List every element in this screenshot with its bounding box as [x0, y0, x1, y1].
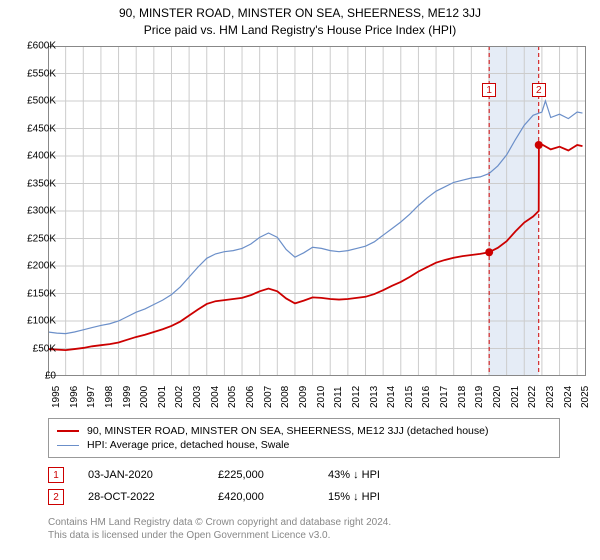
x-axis-label: 1996	[69, 386, 80, 408]
x-axis-label: 2021	[510, 386, 521, 408]
legend-row: 90, MINSTER ROAD, MINSTER ON SEA, SHEERN…	[57, 424, 551, 438]
x-axis-label: 1998	[104, 386, 115, 408]
legend-swatch	[57, 445, 79, 446]
footer-line-2: This data is licensed under the Open Gov…	[48, 529, 391, 542]
x-axis-label: 2006	[245, 386, 256, 408]
sale-price: £225,000	[218, 469, 328, 481]
x-axis-label: 1997	[86, 386, 97, 408]
x-axis-label: 2018	[457, 386, 468, 408]
x-axis-label: 2003	[192, 386, 203, 408]
sale-price: £420,000	[218, 491, 328, 503]
legend-label: HPI: Average price, detached house, Swal…	[87, 439, 289, 451]
chart-container: 90, MINSTER ROAD, MINSTER ON SEA, SHEERN…	[0, 0, 600, 560]
x-axis-label: 2022	[527, 386, 538, 408]
y-axis-label: £0	[8, 371, 56, 382]
x-axis-label: 2023	[545, 386, 556, 408]
x-axis-label: 2013	[369, 386, 380, 408]
sale-date: 28-OCT-2022	[88, 491, 218, 503]
y-axis-label: £550K	[8, 68, 56, 79]
y-axis-label: £600K	[8, 41, 56, 52]
x-axis-label: 2019	[474, 386, 485, 408]
y-axis-label: £50K	[8, 343, 56, 354]
x-axis-label: 2024	[563, 386, 574, 408]
y-axis-label: £250K	[8, 233, 56, 244]
x-axis-label: 2012	[351, 386, 362, 408]
x-axis-label: 2011	[333, 386, 344, 408]
footer-line-1: Contains HM Land Registry data © Crown c…	[48, 516, 391, 529]
x-axis-label: 2015	[404, 386, 415, 408]
y-axis-label: £200K	[8, 261, 56, 272]
x-axis-label: 2016	[421, 386, 432, 408]
y-axis-label: £400K	[8, 151, 56, 162]
x-axis-label: 2008	[280, 386, 291, 408]
footer-attribution: Contains HM Land Registry data © Crown c…	[48, 516, 391, 542]
y-axis-label: £350K	[8, 178, 56, 189]
x-axis-label: 2020	[492, 386, 503, 408]
x-axis-label: 2000	[139, 386, 150, 408]
legend-row: HPI: Average price, detached house, Swal…	[57, 438, 551, 452]
x-axis-label: 2005	[227, 386, 238, 408]
x-axis-label: 2017	[439, 386, 450, 408]
sale-diff: 15% ↓ HPI	[328, 491, 458, 503]
x-axis-label: 1995	[51, 386, 62, 408]
plot-area	[48, 46, 586, 376]
y-axis-label: £100K	[8, 316, 56, 327]
sale-row: 2 28-OCT-2022£420,00015% ↓ HPI	[48, 486, 458, 508]
sale-diff: 43% ↓ HPI	[328, 469, 458, 481]
sale-date: 03-JAN-2020	[88, 469, 218, 481]
chart-subtitle: Price paid vs. HM Land Registry's House …	[0, 20, 600, 41]
x-axis-label: 2007	[263, 386, 274, 408]
sale-marker-box: 2	[48, 489, 64, 505]
y-axis-label: £500K	[8, 96, 56, 107]
y-axis-label: £300K	[8, 206, 56, 217]
sale-marker-on-chart: 2	[532, 83, 546, 97]
x-axis-label: 2014	[386, 386, 397, 408]
legend-box: 90, MINSTER ROAD, MINSTER ON SEA, SHEERN…	[48, 418, 560, 458]
x-axis-label: 1999	[122, 386, 133, 408]
x-axis-label: 2010	[316, 386, 327, 408]
legend-label: 90, MINSTER ROAD, MINSTER ON SEA, SHEERN…	[87, 425, 488, 437]
x-axis-label: 2004	[210, 386, 221, 408]
x-axis-label: 2002	[174, 386, 185, 408]
x-axis-label: 2009	[298, 386, 309, 408]
sale-row: 1 03-JAN-2020£225,00043% ↓ HPI	[48, 464, 458, 486]
y-axis-label: £450K	[8, 123, 56, 134]
sales-table: 1 03-JAN-2020£225,00043% ↓ HPI 2 28-OCT-202…	[48, 464, 458, 508]
y-axis-label: £150K	[8, 288, 56, 299]
x-axis-label: 2001	[157, 386, 168, 408]
x-axis-label: 2025	[580, 386, 591, 408]
legend-swatch	[57, 430, 79, 432]
sale-marker-on-chart: 1	[482, 83, 496, 97]
line-chart-svg	[48, 46, 586, 376]
chart-title: 90, MINSTER ROAD, MINSTER ON SEA, SHEERN…	[0, 0, 600, 20]
sale-marker-box: 1	[48, 467, 64, 483]
